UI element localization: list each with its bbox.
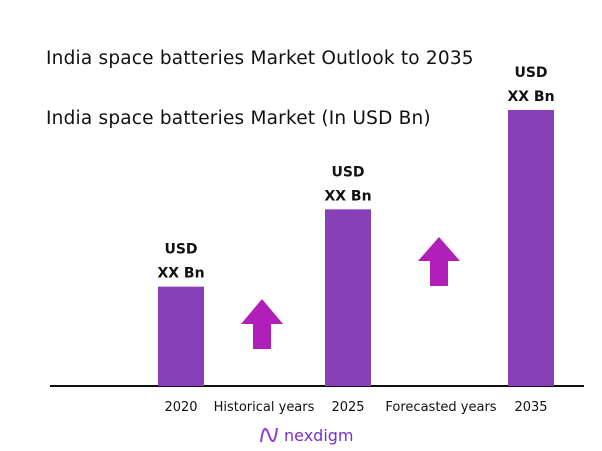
arrow-up-icon: [241, 299, 283, 349]
data-label: USD: [331, 164, 364, 180]
data-label: USD: [514, 65, 547, 81]
data-label: XX Bn: [324, 188, 371, 204]
bar-2020: [158, 286, 204, 386]
data-label: USD: [164, 242, 197, 258]
x-tick-label: 2035: [514, 400, 547, 415]
brand-name: nexdigm: [284, 425, 354, 445]
data-label: XX Bn: [507, 89, 554, 105]
bar-2035: [508, 110, 554, 386]
x-tick-label: 2025: [331, 400, 364, 415]
chart-subtitle: India space batteries Market (In USD Bn): [46, 108, 431, 129]
data-label: XX Bn: [157, 266, 204, 282]
bar-2025: [325, 209, 371, 386]
nexdigm-logo-icon: [260, 427, 278, 443]
arrow-up-icon: [418, 237, 460, 286]
annotation-forecasted: Forecasted years: [385, 400, 496, 415]
chart-title: India space batteries Market Outlook to …: [46, 48, 474, 69]
annotation-historical: Historical years: [214, 400, 315, 415]
nexdigm-logo: nexdigm: [258, 424, 354, 446]
x-tick-label: 2020: [164, 400, 197, 415]
